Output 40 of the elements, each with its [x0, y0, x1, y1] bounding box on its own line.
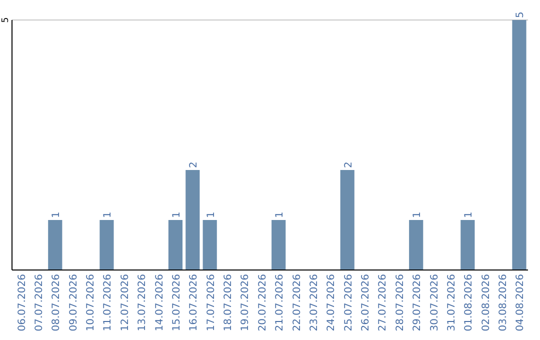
data-label: 1 — [412, 212, 424, 218]
data-label: 2 — [343, 162, 354, 168]
data-label: 1 — [206, 212, 217, 218]
x-tick-label: 30.07.2026 — [429, 274, 440, 332]
x-tick-label: 07.07.2026 — [34, 274, 45, 332]
x-tick-label: 20.07.2026 — [257, 274, 268, 332]
x-tick-label: 17.07.2026 — [206, 274, 217, 332]
x-tick-label: 25.07.2026 — [343, 274, 354, 332]
data-label: 1 — [51, 212, 62, 218]
x-tick-label: 12.07.2026 — [120, 274, 131, 332]
x-tick-label: 10.07.2026 — [86, 274, 97, 332]
x-tick-label: 04.08.2026 — [515, 274, 526, 332]
x-tick-label: 15.07.2026 — [171, 274, 182, 332]
data-label: 1 — [464, 212, 475, 218]
x-tick-label: 21.07.2026 — [274, 274, 286, 332]
x-tick-label: 13.07.2026 — [137, 274, 148, 332]
x-tick-label: 28.07.2026 — [394, 274, 406, 332]
x-tick-label: 11.07.2026 — [102, 274, 114, 332]
x-tick-label: 09.07.2026 — [68, 274, 80, 332]
x-tick-label: 22.07.2026 — [292, 274, 303, 332]
x-tick-label: 23.07.2026 — [308, 274, 320, 332]
x-tick-label: 27.07.2026 — [378, 274, 389, 332]
x-tick-label: 26.07.2026 — [360, 274, 372, 332]
x-tick-label: 06.07.2026 — [16, 274, 28, 332]
x-tick-label: 31.07.2026 — [446, 274, 458, 332]
x-tick-label: 01.08.2026 — [464, 274, 475, 332]
x-tick-label: 03.08.2026 — [498, 274, 510, 332]
data-label: 1 — [102, 212, 114, 218]
data-label: 2 — [188, 162, 200, 168]
x-tick-label: 18.07.2026 — [223, 274, 234, 332]
data-label: 1 — [274, 212, 286, 218]
x-tick-label: 02.08.2026 — [480, 274, 492, 332]
x-tick-label: 16.07.2026 — [188, 274, 200, 332]
x-tick-label: 14.07.2026 — [154, 274, 166, 332]
x-tick-label: 19.07.2026 — [240, 274, 252, 332]
x-tick-label: 08.07.2026 — [51, 274, 62, 332]
x-tick-label: 29.07.2026 — [412, 274, 424, 332]
data-label: 5 — [515, 12, 526, 18]
data-label: 1 — [171, 212, 182, 218]
x-tick-label: 24.07.2026 — [326, 274, 338, 332]
